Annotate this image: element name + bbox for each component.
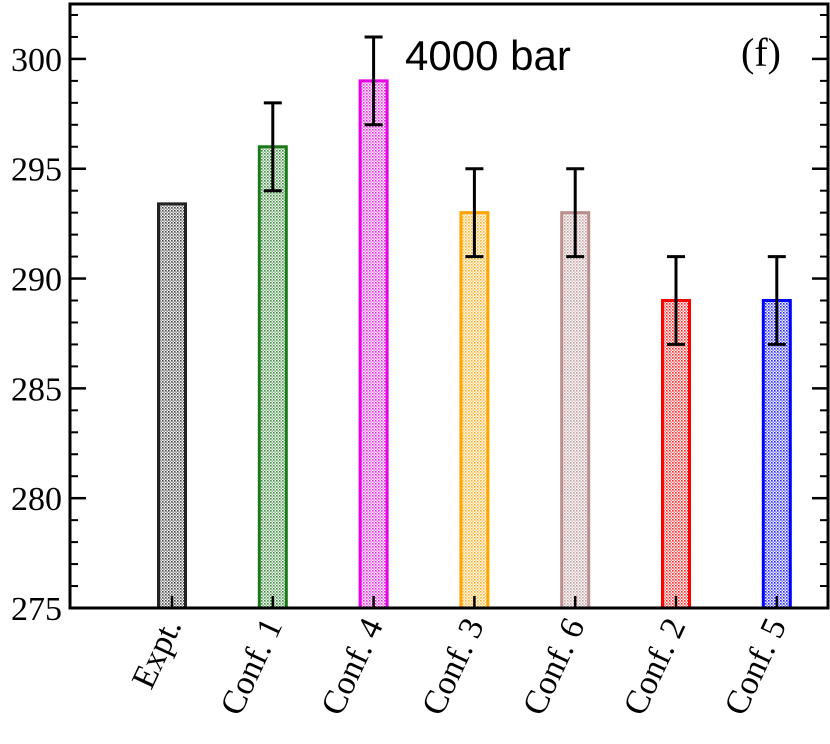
pressure-annotation: 4000 bar bbox=[405, 32, 571, 79]
y-tick-label: 290 bbox=[11, 262, 62, 299]
x-category-label: Conf. 5 bbox=[717, 613, 794, 721]
x-category-label: Conf. 6 bbox=[516, 613, 593, 721]
bar-expt bbox=[157, 202, 187, 610]
bar-conf-4 bbox=[358, 79, 389, 610]
bars-layer bbox=[157, 79, 792, 610]
x-category-label: Conf. 3 bbox=[415, 613, 492, 721]
y-tick-label: 275 bbox=[11, 591, 62, 628]
panel-label: (f) bbox=[741, 30, 781, 75]
axes-layer bbox=[68, 2, 830, 610]
plot-frame bbox=[68, 2, 830, 610]
error-bars-layer bbox=[263, 35, 786, 346]
y-tick-label: 300 bbox=[11, 42, 62, 79]
y-tick-label: 280 bbox=[11, 481, 62, 518]
ticks-layer: 275 280 285 290 295 300 bbox=[11, 13, 828, 628]
x-category-label: Conf. 4 bbox=[314, 613, 391, 721]
bar-conf-5 bbox=[761, 299, 792, 610]
x-category-label: Conf. 1 bbox=[213, 613, 290, 721]
y-tick-label: 285 bbox=[11, 371, 62, 408]
y-tick-label: 295 bbox=[11, 152, 62, 189]
bar-conf-2 bbox=[661, 299, 691, 610]
x-category-label: Conf. 2 bbox=[617, 613, 694, 721]
x-category-label: Expt. bbox=[125, 613, 189, 695]
bar-conf-6 bbox=[560, 211, 591, 610]
bar-conf-3 bbox=[459, 211, 490, 610]
labels-layer: Expt. Conf. 1 Conf. 4 Conf. 3 Conf. 6 Conf. 2… bbox=[125, 613, 794, 721]
bar-conf-1 bbox=[257, 145, 288, 610]
